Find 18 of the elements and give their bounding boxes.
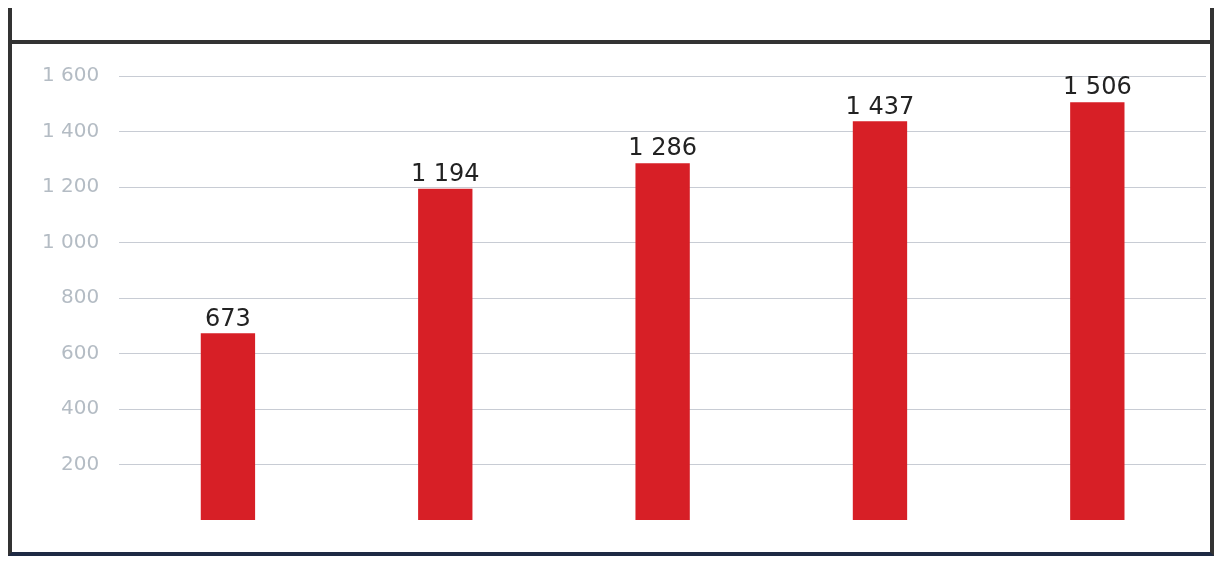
bar <box>852 121 908 520</box>
y-tick-label: 600 <box>61 339 100 364</box>
bar <box>418 188 473 520</box>
data-label: 673 <box>205 303 251 332</box>
y-tick-label: 1 200 <box>41 173 100 198</box>
y-tick-label: 1 400 <box>41 117 100 142</box>
data-label: 1 194 <box>410 158 480 187</box>
y-tick-label: 200 <box>61 450 100 475</box>
y-tick-label: 1 600 <box>41 62 100 87</box>
y-tick-label: 800 <box>61 284 100 309</box>
data-label: 1 437 <box>845 91 915 120</box>
y-tick-label: 400 <box>61 395 100 420</box>
data-label: 1 286 <box>628 133 697 162</box>
bar <box>635 163 690 520</box>
data-label: 1 506 <box>1062 72 1132 101</box>
bar <box>200 333 256 520</box>
bar <box>1070 102 1125 520</box>
y-tick-label: 1 000 <box>41 228 100 253</box>
